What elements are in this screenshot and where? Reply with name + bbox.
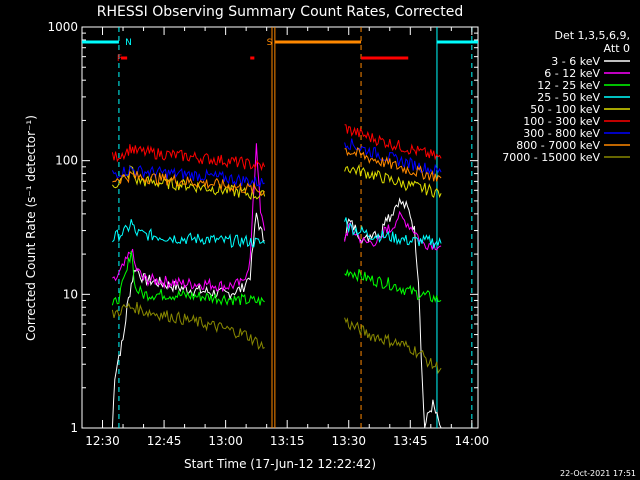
flag-label-s: S bbox=[267, 38, 273, 48]
plot-frame bbox=[81, 26, 479, 429]
x-tick-label: 13:30 bbox=[331, 434, 366, 448]
y-tick-label: 100 bbox=[55, 154, 78, 168]
legend-entry-label: 12 - 25 keV bbox=[537, 79, 600, 92]
series-line-7000-15000-kev bbox=[344, 317, 442, 375]
plot-area: NF S bbox=[81, 26, 479, 429]
legend-header: Att 0 bbox=[604, 42, 630, 55]
x-tick-label: 13:00 bbox=[208, 434, 243, 448]
y-tick-label: 10 bbox=[63, 287, 78, 301]
y-tick-label: 1000 bbox=[47, 20, 78, 34]
series-line-300-800-kev bbox=[344, 138, 442, 176]
legend-entry-label: 7000 - 15000 keV bbox=[502, 151, 600, 164]
series-line-12-25-kev bbox=[344, 268, 442, 303]
x-axis-ticks: 12:30 12:45 13:00 13:15 13:30 13:45 14:00 bbox=[85, 27, 489, 448]
flag-label-f: F bbox=[117, 54, 122, 64]
series-line-6-12-kev bbox=[112, 143, 266, 292]
series-line-800-7000-kev bbox=[344, 147, 442, 182]
legend-header: Det 1,3,5,6,9, bbox=[554, 29, 630, 42]
series-line-50-100-kev bbox=[344, 163, 442, 199]
x-tick-label: 12:30 bbox=[85, 434, 120, 448]
x-tick-label: 13:45 bbox=[393, 434, 428, 448]
x-tick-label: 12:45 bbox=[147, 434, 182, 448]
series-line-6-12-kev bbox=[344, 210, 442, 251]
series-line-25-50-kev bbox=[112, 219, 266, 249]
series-line-300-800-kev bbox=[111, 165, 265, 188]
series-line-25-50-kev bbox=[344, 217, 442, 250]
series-line-800-7000-kev bbox=[112, 170, 266, 197]
legend-entry-label: 6 - 12 keV bbox=[544, 67, 600, 80]
legend-entry-label: 300 - 800 keV bbox=[523, 127, 600, 140]
series-line-7000-15000-kev bbox=[111, 302, 265, 350]
legend-entry-label: 50 - 100 keV bbox=[530, 103, 600, 116]
x-tick-label: 14:00 bbox=[455, 434, 490, 448]
x-axis-label: Start Time (17-Jun-12 12:22:42) bbox=[184, 457, 376, 471]
x-tick-label: 13:15 bbox=[270, 434, 305, 448]
legend-entry-label: 25 - 50 keV bbox=[537, 91, 600, 104]
series-line-12-25-kev bbox=[111, 250, 265, 306]
legend-entry-label: 3 - 6 keV bbox=[551, 55, 600, 68]
legend-entry-label: 800 - 7000 keV bbox=[516, 139, 600, 152]
series-line-100-300-kev bbox=[111, 144, 266, 172]
series-line-3-6-kev bbox=[344, 197, 442, 429]
y-tick-label: 1 bbox=[70, 421, 78, 435]
footer-timestamp: 22-Oct-2021 17:51 bbox=[560, 469, 636, 478]
series-line-100-300-kev bbox=[344, 124, 442, 161]
flag-label-n: N bbox=[125, 38, 132, 48]
chart-title: RHESSI Observing Summary Count Rates, Co… bbox=[97, 4, 463, 20]
legend-entry-label: 100 - 300 keV bbox=[523, 115, 600, 128]
y-axis-ticks: 1 10 100 1000 bbox=[47, 20, 478, 435]
y-axis-label: Corrected Count Rate (s⁻¹ detector⁻¹) bbox=[24, 115, 38, 341]
